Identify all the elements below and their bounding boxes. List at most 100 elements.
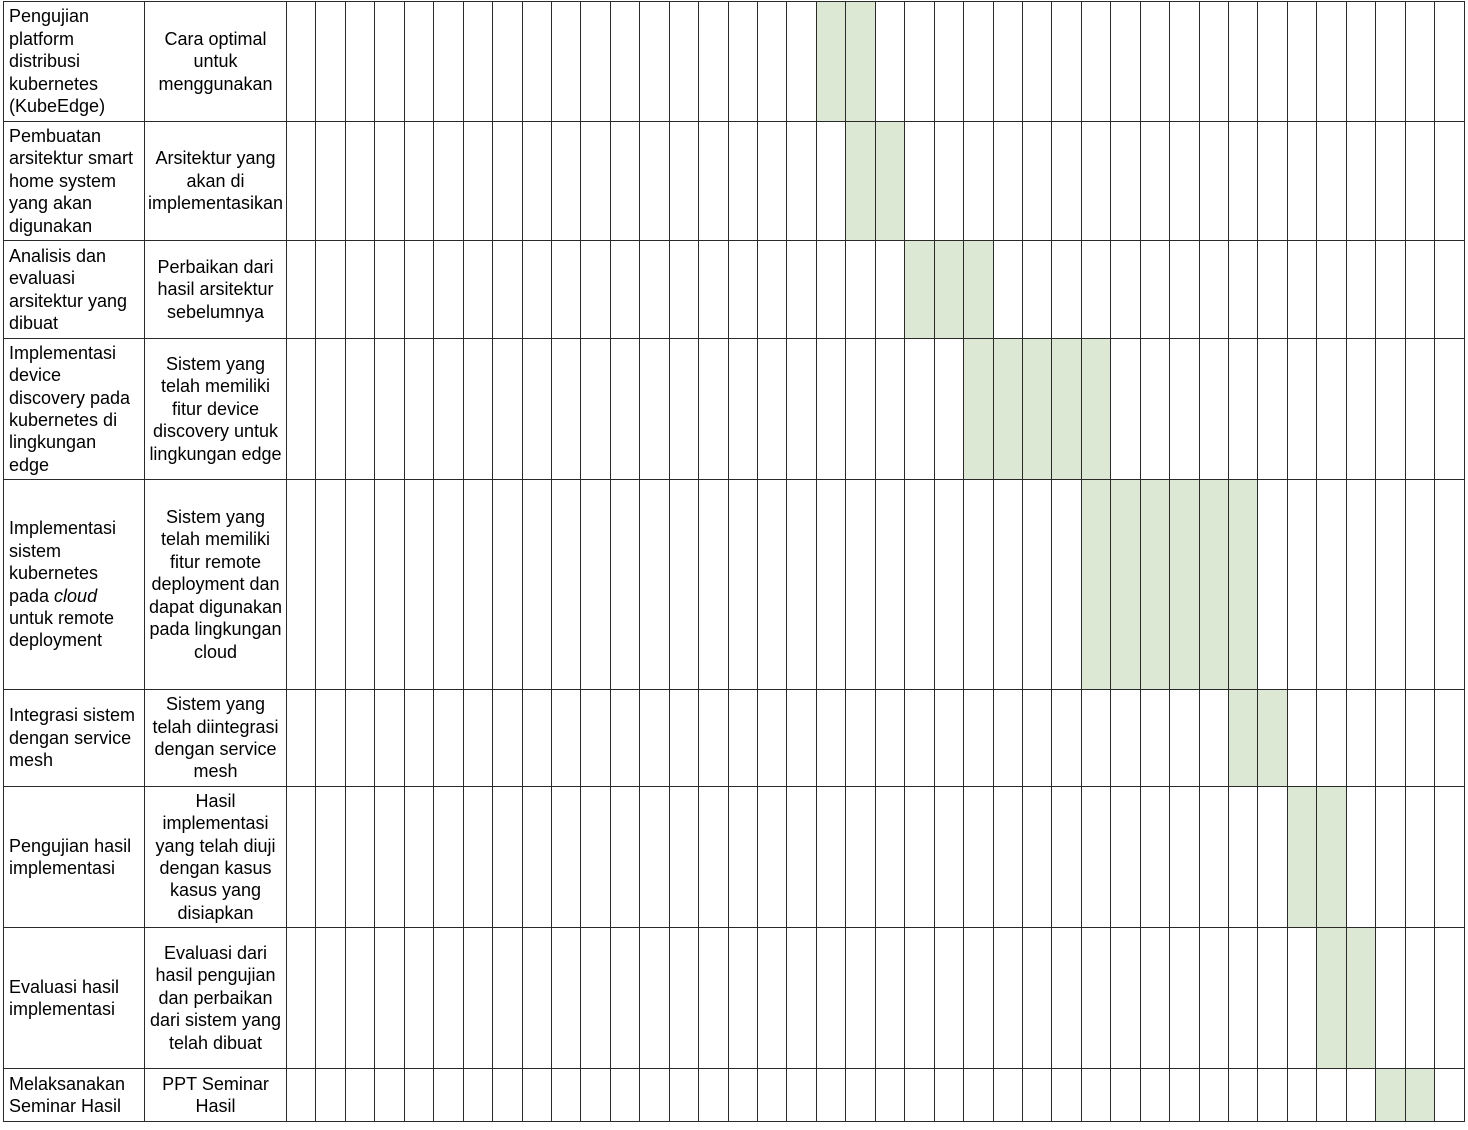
week-cell: [1110, 121, 1141, 241]
week-cell: [874, 1, 906, 122]
week-cell: [1198, 689, 1230, 787]
output-text: Arsitektur yang akan di implementasikan: [148, 148, 284, 214]
week-cell: [1198, 121, 1230, 241]
week-cell: [874, 338, 906, 480]
week-cell: [874, 786, 906, 928]
week-cell: [1021, 1, 1053, 122]
week-cell: [668, 240, 700, 339]
week-cell: [433, 1068, 464, 1122]
week-cell: [992, 121, 1023, 241]
week-cell: [285, 240, 317, 339]
output-cell: Hasil implementasi yang telah diuji deng…: [144, 786, 287, 928]
week-cell: [668, 927, 700, 1069]
week-cell: [492, 786, 523, 928]
week-cell: [1139, 1, 1171, 122]
week-cell: [580, 1, 611, 122]
week-cell: [344, 338, 376, 480]
schedule-table: Pengujian platform distribusi kubernetes…: [3, 1, 1465, 1122]
week-cell: [403, 786, 435, 928]
week-cell: [1434, 338, 1465, 480]
week-cell: [521, 479, 552, 690]
week-cell: [1021, 786, 1053, 928]
week-cell: [609, 479, 641, 690]
week-cell: [786, 338, 817, 480]
week-cell: [1286, 927, 1318, 1069]
output-cell: Cara optimal untuk menggunakan: [144, 1, 287, 122]
week-cell: [786, 121, 817, 241]
week-cell: [1110, 786, 1141, 928]
week-cell: [1110, 240, 1141, 339]
week-cell-active: [1227, 689, 1259, 787]
week-cell: [285, 927, 317, 1069]
week-cell: [609, 786, 641, 928]
week-cell: [1316, 121, 1347, 241]
task-text: Integrasi sistem dengan service mesh: [9, 705, 136, 771]
week-cell: [285, 786, 317, 928]
week-cell: [580, 1068, 611, 1122]
task-emphasis: cloud: [54, 585, 98, 606]
week-cell: [285, 479, 317, 690]
week-cell: [550, 689, 582, 787]
week-cell-active: [1021, 338, 1053, 480]
week-cell: [462, 689, 494, 787]
task-cell: Pengujian platform distribusi kubernetes…: [3, 1, 145, 122]
week-cell: [1404, 240, 1436, 339]
week-cell: [285, 1, 317, 122]
week-cell: [639, 786, 670, 928]
output-cell: Sistem yang telah memiliki fitur remote …: [144, 479, 287, 690]
week-cell: [1080, 240, 1112, 339]
week-cell: [1051, 1068, 1082, 1122]
week-cell: [815, 338, 847, 480]
week-cell-active: [1345, 927, 1377, 1069]
week-cell: [756, 479, 788, 690]
week-cell-active: [1110, 479, 1141, 690]
week-cell: [727, 927, 759, 1069]
week-cell: [756, 927, 788, 1069]
week-cell: [609, 1068, 641, 1122]
week-cell: [521, 1, 552, 122]
week-cell: [609, 689, 641, 787]
week-cell: [963, 1068, 994, 1122]
week-cell: [933, 689, 965, 787]
week-cell: [639, 689, 670, 787]
week-cell: [550, 1, 582, 122]
week-cell: [1375, 338, 1406, 480]
week-cell: [1169, 1, 1200, 122]
week-cell: [1404, 786, 1436, 928]
schedule-row: Pengujian platform distribusi kubernetes…: [3, 1, 1465, 122]
week-cell-active: [1316, 786, 1347, 928]
week-cell: [374, 338, 405, 480]
week-cell: [992, 786, 1023, 928]
week-cell: [874, 1068, 906, 1122]
week-cell-active: [904, 240, 935, 339]
week-cell: [727, 689, 759, 787]
week-cell: [933, 338, 965, 480]
week-cell: [521, 786, 552, 928]
week-cell: [580, 786, 611, 928]
week-cell: [1110, 1, 1141, 122]
week-cell: [285, 338, 317, 480]
task-text: Pembuatan arsitektur smart home system y…: [9, 125, 134, 236]
schedule-row: Pengujian hasil implementasi Hasil implem…: [3, 786, 1465, 928]
week-cell: [786, 479, 817, 690]
week-cell: [1021, 689, 1053, 787]
week-cell: [492, 927, 523, 1069]
week-cell-active: [1051, 338, 1082, 480]
week-cell-active: [845, 1, 876, 122]
week-cell: [1286, 1, 1318, 122]
week-cell: [315, 689, 346, 787]
week-cell: [815, 479, 847, 690]
week-cell: [580, 689, 611, 787]
week-cell: [492, 1, 523, 122]
week-cell: [315, 338, 346, 480]
week-cell: [668, 786, 700, 928]
week-cell: [550, 479, 582, 690]
week-cell: [1434, 927, 1465, 1069]
week-cell: [963, 927, 994, 1069]
week-cell: [698, 479, 729, 690]
week-cell: [550, 121, 582, 241]
week-cell: [344, 479, 376, 690]
output-cell: Arsitektur yang akan di implementasikan: [144, 121, 287, 241]
week-cell: [1051, 240, 1082, 339]
week-cell: [1375, 927, 1406, 1069]
